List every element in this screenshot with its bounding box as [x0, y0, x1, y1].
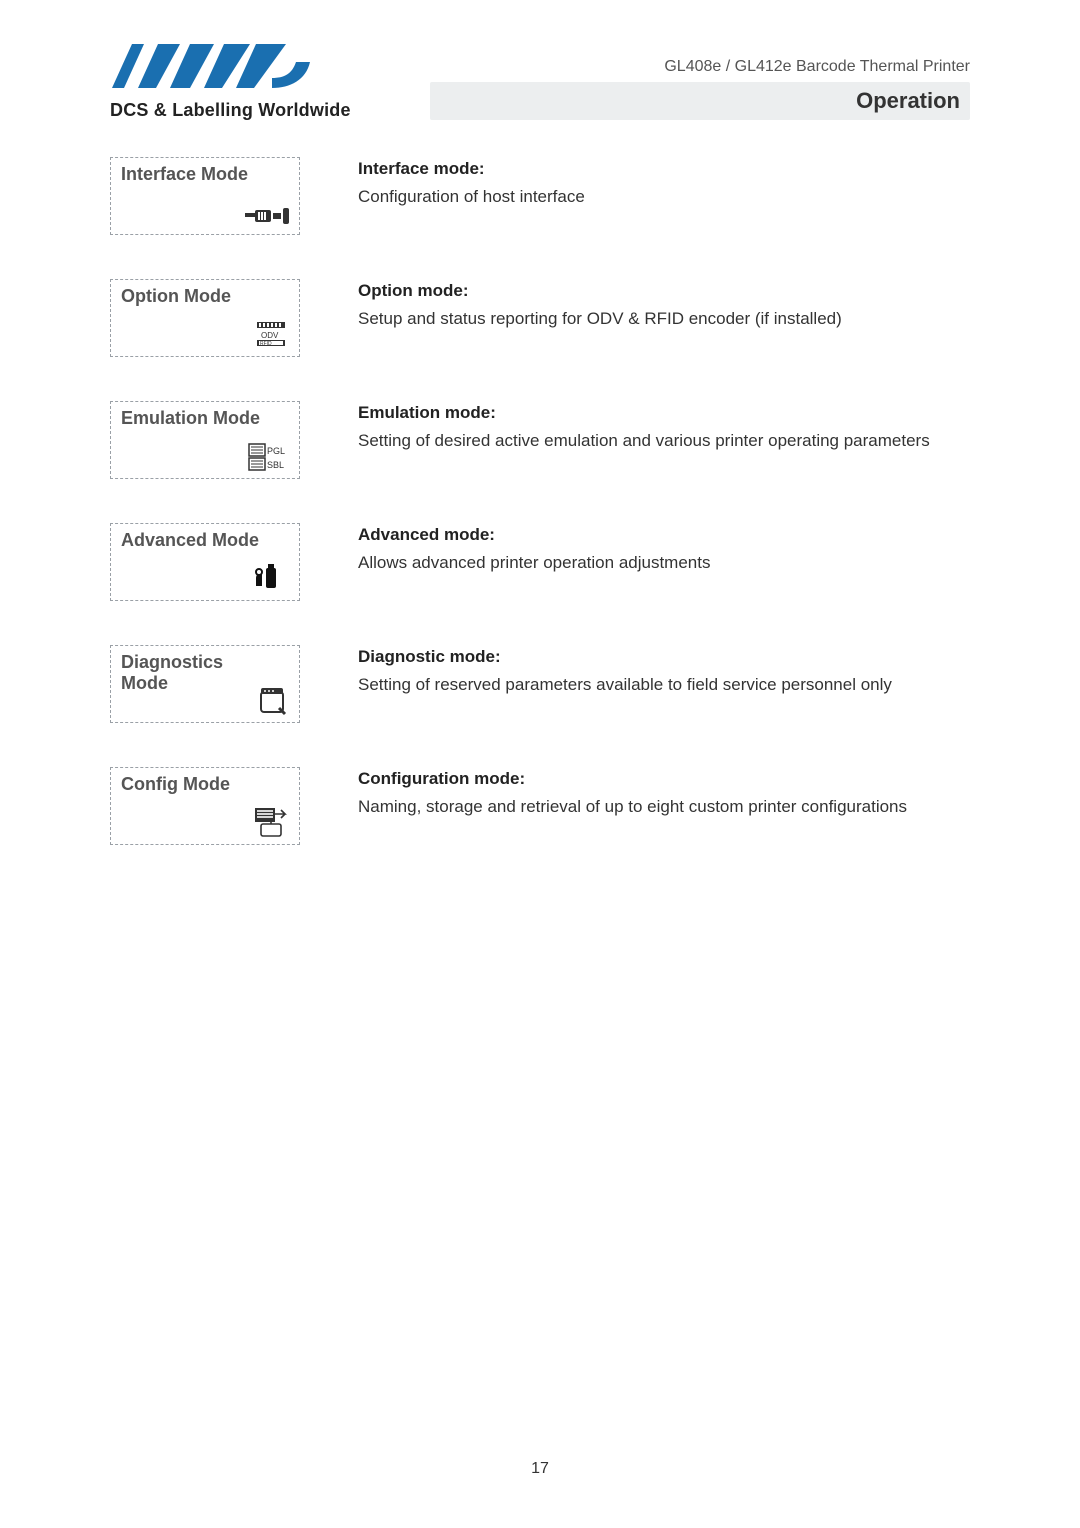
page-header: DCS & Labelling Worldwide GL408e / GL412…	[110, 40, 970, 121]
mode-description: Option mode: Setup and status reporting …	[358, 279, 970, 332]
content-area: Interface Mode	[110, 157, 970, 845]
mode-title: Diagnostic mode:	[358, 647, 970, 667]
mode-row-interface: Interface Mode	[110, 157, 970, 235]
lcd-label: Config Mode	[121, 774, 289, 795]
mode-text: Setup and status reporting for ODV & RFI…	[358, 307, 970, 332]
lcd-box: DiagnosticsMode	[110, 645, 300, 723]
svg-text:ODV: ODV	[261, 331, 279, 340]
lcd-label: Emulation Mode	[121, 408, 289, 429]
mode-text: Configuration of host interface	[358, 185, 970, 210]
mode-description: Diagnostic mode: Setting of reserved par…	[358, 645, 970, 698]
svg-text:SBL: SBL	[267, 460, 284, 470]
advanced-icon	[245, 564, 291, 594]
mode-title: Emulation mode:	[358, 403, 970, 423]
lcd-box: Option Mode ODV RFID	[110, 279, 300, 357]
header-right: GL408e / GL412e Barcode Thermal Printer …	[430, 58, 970, 120]
mode-text: Allows advanced printer operation adjust…	[358, 551, 970, 576]
mode-row-option: Option Mode ODV RFID Opt	[110, 279, 970, 357]
mode-description: Interface mode: Configuration of host in…	[358, 157, 970, 210]
mode-title: Option mode:	[358, 281, 970, 301]
lcd-label: Interface Mode	[121, 164, 289, 185]
page-number: 17	[0, 1460, 1080, 1478]
mode-row-diagnostics: DiagnosticsMode Diagno	[110, 645, 970, 723]
mode-description: Configuration mode: Naming, storage and …	[358, 767, 970, 820]
mode-text: Setting of reserved parameters available…	[358, 673, 970, 698]
lcd-box: Emulation Mode PGL SBL	[110, 401, 300, 479]
mode-text: Setting of desired active emulation and …	[358, 429, 970, 454]
mode-description: Advanced mode: Allows advanced printer o…	[358, 523, 970, 576]
mode-row-config: Config Mode Configuration mode:	[110, 767, 970, 845]
mode-row-emulation: Emulation Mode PGL SBL E	[110, 401, 970, 479]
lcd-box: Interface Mode	[110, 157, 300, 235]
mode-row-advanced: Advanced Mode Advanced mode: Allows adva…	[110, 523, 970, 601]
lcd-label: Advanced Mode	[121, 530, 289, 551]
svg-text:PGL: PGL	[267, 446, 285, 456]
option-icon: ODV RFID	[245, 320, 291, 350]
mode-title: Interface mode:	[358, 159, 970, 179]
logo-block: DCS & Labelling Worldwide	[110, 40, 351, 121]
mode-title: Configuration mode:	[358, 769, 970, 789]
config-icon	[245, 808, 291, 838]
emulation-icon: PGL SBL	[245, 442, 291, 472]
lcd-box: Config Mode	[110, 767, 300, 845]
diagnostics-icon	[245, 686, 291, 716]
mode-title: Advanced mode:	[358, 525, 970, 545]
section-title: Operation	[430, 82, 970, 120]
lcd-box: Advanced Mode	[110, 523, 300, 601]
lcd-label: Option Mode	[121, 286, 289, 307]
svg-text:RFID: RFID	[260, 341, 272, 347]
interface-icon	[245, 198, 291, 228]
sato-logo-icon	[110, 40, 310, 96]
product-line: GL408e / GL412e Barcode Thermal Printer	[430, 58, 970, 76]
document-page: DCS & Labelling Worldwide GL408e / GL412…	[0, 0, 1080, 1528]
mode-text: Naming, storage and retrieval of up to e…	[358, 795, 970, 820]
mode-description: Emulation mode: Setting of desired activ…	[358, 401, 970, 454]
logo-tagline: DCS & Labelling Worldwide	[110, 100, 351, 121]
